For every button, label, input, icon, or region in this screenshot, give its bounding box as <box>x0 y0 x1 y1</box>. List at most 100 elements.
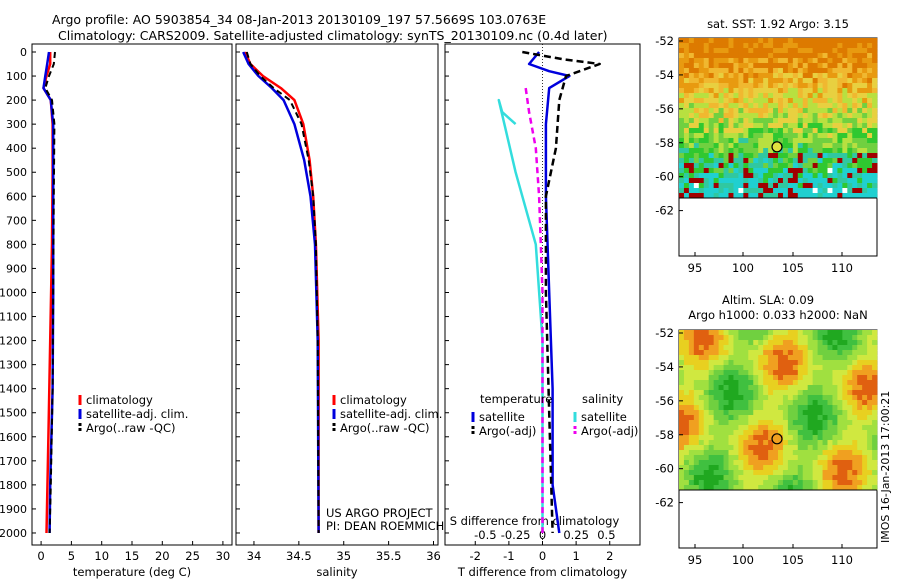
map-cell <box>713 178 719 184</box>
map-cell <box>857 475 863 481</box>
map-cell <box>748 360 754 366</box>
map-cell <box>822 173 828 179</box>
map-cell <box>708 173 715 179</box>
map-cell <box>787 350 794 356</box>
map-cell <box>763 38 769 44</box>
map-cell <box>787 163 794 169</box>
map-cell <box>723 480 729 486</box>
map-cell <box>842 360 848 366</box>
map-cell <box>683 128 690 134</box>
map-cell <box>832 48 838 54</box>
map-cell <box>782 470 789 476</box>
map-cell <box>837 385 843 391</box>
map-cell <box>693 480 700 486</box>
map-cell <box>698 365 705 371</box>
map-cell <box>787 103 794 109</box>
map-cell <box>802 128 809 134</box>
map-cell <box>857 153 863 159</box>
map-cell <box>857 445 863 451</box>
map-cell <box>753 450 759 456</box>
map-cell <box>802 380 809 386</box>
map-cell <box>782 390 789 396</box>
map-cell <box>797 390 804 396</box>
map-cell <box>743 435 749 441</box>
map-cell <box>847 188 853 194</box>
map-cell <box>733 330 739 336</box>
map-cell <box>802 68 809 74</box>
map-cell <box>842 108 848 114</box>
map-cell <box>728 335 734 341</box>
map-cell <box>807 395 814 401</box>
map-cell <box>743 460 749 466</box>
map-cell <box>857 365 863 371</box>
map-cell <box>782 173 789 179</box>
map-cell <box>802 133 809 139</box>
map-cell <box>713 455 719 461</box>
map-cell <box>728 53 734 59</box>
map-cell <box>782 58 789 64</box>
map-cell <box>842 63 848 69</box>
map-cell <box>768 470 774 476</box>
map-cell <box>817 470 823 476</box>
map-cell <box>842 380 848 386</box>
map-cell <box>758 108 764 114</box>
map-cell <box>867 380 873 386</box>
map-cell <box>688 108 695 114</box>
map-cell <box>802 93 809 99</box>
map-cell <box>718 435 724 441</box>
map-y-tick-label: -52 <box>655 34 674 48</box>
map-cell <box>738 118 744 124</box>
map-cell <box>812 163 818 169</box>
map-cell <box>758 168 764 174</box>
map-cell <box>867 355 873 361</box>
map-cell <box>753 415 759 421</box>
map-cell <box>728 93 734 99</box>
map-cell <box>773 113 779 119</box>
map-cell <box>758 425 764 431</box>
map-cell <box>862 83 868 89</box>
map-cell <box>738 78 744 84</box>
map-cell <box>683 98 690 104</box>
map-cell <box>703 128 710 134</box>
map-cell <box>807 53 814 59</box>
map-cell <box>862 380 868 386</box>
map-cell <box>797 450 804 456</box>
map-cell <box>827 420 833 426</box>
map-cell <box>713 390 719 396</box>
map-cell <box>698 93 705 99</box>
map-cell <box>867 158 873 164</box>
map-cell <box>703 470 710 476</box>
map-cell <box>822 350 828 356</box>
map-cell <box>867 345 873 351</box>
map-cell <box>698 445 705 451</box>
map-cell <box>787 78 794 84</box>
map-cell <box>753 475 759 481</box>
map-cell <box>683 410 690 416</box>
map-cell <box>782 138 789 144</box>
map-cell <box>768 460 774 466</box>
map-cell <box>679 53 685 59</box>
map-cell <box>787 425 794 431</box>
map-cell <box>693 38 700 44</box>
map-cell <box>852 73 858 79</box>
map-cell <box>847 143 853 149</box>
map-cell <box>817 168 823 174</box>
map-cell <box>837 440 843 446</box>
map-cell <box>807 485 814 491</box>
map-cell <box>807 460 814 466</box>
map-cell <box>817 485 823 491</box>
map-cell <box>763 88 769 94</box>
map-cell <box>852 53 858 59</box>
map-cell <box>733 450 739 456</box>
map-cell <box>743 148 749 154</box>
map-cell <box>743 395 749 401</box>
depth-tick-label: 1900 <box>0 503 27 516</box>
map-cell <box>842 345 848 351</box>
map-cell <box>807 88 814 94</box>
map-cell <box>812 470 818 476</box>
map-cell <box>822 168 828 174</box>
map-cell <box>802 390 809 396</box>
map-cell <box>862 183 868 189</box>
depth-tick-label: 1100 <box>0 311 27 324</box>
